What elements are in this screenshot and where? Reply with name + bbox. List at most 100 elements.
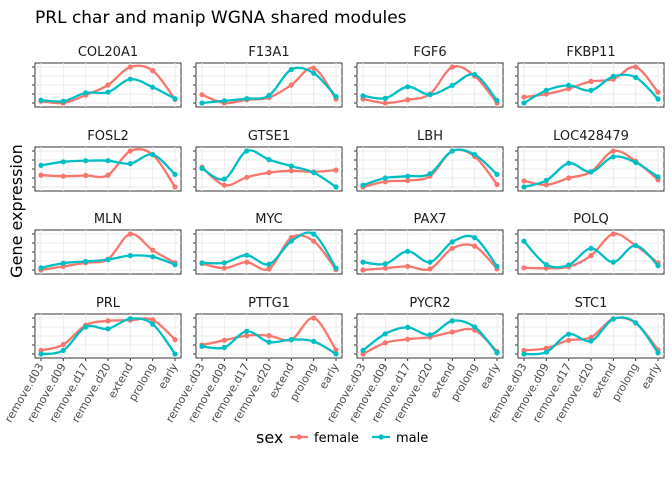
facet-strip-label: COL20A1: [78, 45, 138, 60]
data-point-female: [38, 347, 44, 353]
facet-stc1: STC1: [515, 296, 665, 359]
data-point-male: [38, 162, 44, 168]
data-point-male: [221, 344, 227, 351]
data-point-male: [266, 261, 272, 267]
data-point-female: [543, 182, 549, 188]
data-point-female: [221, 182, 227, 188]
facet-col20a1: COL20A1: [32, 45, 182, 108]
data-point-male: [105, 158, 111, 164]
data-point-female: [588, 253, 594, 259]
data-point-male: [150, 152, 156, 158]
data-point-female: [610, 231, 616, 237]
data-point-male: [38, 351, 44, 357]
data-point-female: [150, 317, 156, 323]
data-point-female: [405, 177, 411, 184]
data-point-male: [494, 171, 500, 177]
data-point-male: [449, 148, 455, 154]
data-point-female: [360, 351, 366, 357]
facet-f13a1: F13A1: [193, 45, 343, 108]
data-point-female: [83, 172, 89, 179]
facet-fosl2: FOSL2: [32, 129, 182, 192]
data-point-male: [405, 324, 411, 330]
data-point-female: [566, 337, 572, 343]
data-point-female: [543, 91, 549, 97]
data-point-male: [105, 89, 111, 95]
facet-strip-label: FKBP11: [566, 45, 615, 60]
data-point-female: [60, 342, 66, 348]
data-point-female: [633, 64, 639, 70]
facet-myc: MYC: [193, 212, 343, 275]
legend-entry-male: male: [372, 431, 428, 446]
data-point-male: [655, 174, 661, 180]
data-point-male: [172, 351, 178, 357]
data-point-male: [382, 331, 388, 337]
data-point-female: [588, 334, 594, 340]
facet-strip-label: F13A1: [248, 45, 289, 60]
data-point-male: [588, 87, 594, 93]
facet-fgf6: FGF6: [354, 45, 504, 108]
data-point-male: [311, 338, 317, 344]
data-point-female: [566, 175, 572, 181]
data-point-female: [655, 89, 661, 95]
legend: sex female male: [256, 428, 428, 447]
data-point-female: [38, 172, 44, 178]
data-point-male: [588, 169, 594, 175]
data-point-male: [610, 73, 616, 79]
panel-grid: [35, 230, 181, 274]
data-point-male: [588, 245, 594, 251]
data-point-female: [266, 266, 272, 272]
data-point-female: [288, 235, 294, 241]
data-point-female: [127, 64, 133, 70]
data-point-male: [427, 332, 433, 338]
data-point-male: [127, 161, 133, 167]
data-point-female: [521, 94, 527, 100]
data-point-male: [60, 159, 66, 165]
data-point-male: [311, 170, 317, 176]
facet-strip-label: FOSL2: [87, 129, 128, 144]
data-point-female: [382, 100, 388, 106]
data-point-male: [472, 72, 478, 78]
data-point-male: [38, 97, 44, 103]
data-point-male: [244, 328, 250, 334]
data-point-male: [150, 254, 156, 260]
data-point-male: [244, 252, 250, 258]
data-point-male: [472, 235, 478, 241]
data-point-male: [333, 93, 339, 100]
data-point-male: [566, 262, 572, 268]
data-point-female: [105, 82, 111, 88]
facet-strip-label: LBH: [417, 129, 443, 144]
data-point-male: [588, 338, 594, 344]
data-point-female: [172, 337, 178, 343]
data-point-female: [382, 340, 388, 346]
data-point-female: [311, 315, 317, 321]
data-point-male: [127, 253, 133, 259]
data-point-male: [288, 337, 294, 343]
data-point-male: [127, 76, 133, 82]
data-point-female: [360, 267, 366, 273]
data-point-female: [105, 318, 111, 324]
data-point-male: [150, 321, 156, 327]
data-point-female: [244, 333, 250, 339]
data-point-male: [633, 320, 639, 326]
legend-key-point: [378, 434, 384, 440]
data-point-male: [172, 262, 178, 268]
data-point-male: [610, 259, 616, 265]
data-point-female: [105, 172, 111, 178]
panel-grid: [518, 63, 664, 107]
facet-grid: COL20A1 F13A1 FGF6 FKBP11 FOSL2 GTSE1 LBH LOC42…: [32, 45, 665, 359]
data-point-female: [405, 97, 411, 103]
data-point-female: [199, 92, 205, 98]
data-point-male: [655, 96, 661, 102]
data-point-male: [566, 331, 572, 337]
data-point-male: [288, 238, 294, 244]
data-point-female: [127, 148, 133, 154]
data-point-male: [221, 260, 227, 266]
data-point-male: [172, 96, 178, 102]
data-point-female: [449, 64, 455, 70]
data-point-male: [494, 97, 500, 104]
facet-pycr2: PYCR2: [354, 296, 504, 359]
data-point-female: [521, 265, 527, 271]
data-point-male: [83, 324, 89, 330]
data-point-male: [311, 70, 317, 76]
